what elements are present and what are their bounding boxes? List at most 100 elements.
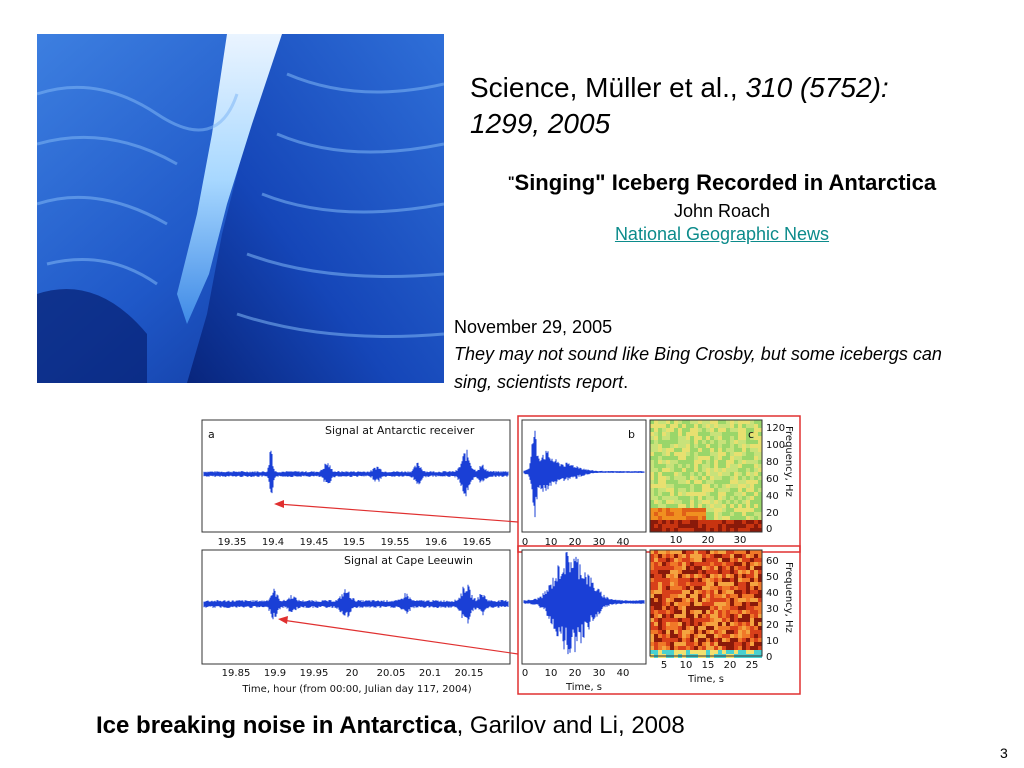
spectrogram-cell (686, 558, 690, 562)
spectrogram-cell (746, 634, 750, 638)
spectrogram-cell (758, 594, 762, 598)
spectrogram-cell (714, 630, 718, 634)
spectrogram-cell (718, 550, 722, 554)
spectrogram-cell (726, 566, 730, 570)
spectrogram-cell (742, 452, 746, 456)
spectrogram-cell (750, 550, 754, 554)
spectrogram-cell (686, 554, 690, 558)
spectrogram-cell (650, 448, 654, 452)
spectrogram-cell (710, 440, 714, 444)
spectrogram-cell (666, 598, 670, 602)
spectrogram-cell (758, 590, 762, 594)
spectrogram-cell (710, 558, 714, 562)
spectrogram-cell (718, 448, 722, 452)
spectrogram-cell (710, 480, 714, 484)
spectrogram-cell (670, 528, 674, 532)
spectrogram-cell (726, 614, 730, 618)
spectrogram-cell (674, 436, 678, 440)
spectrogram-cell (710, 496, 714, 500)
spectrogram-cell (694, 456, 698, 460)
spectrogram-cell (698, 504, 702, 508)
spectrogram-cell (702, 614, 706, 618)
spectrogram-cell (730, 626, 734, 630)
spectrogram-cell (690, 448, 694, 452)
spectrogram-cell (722, 574, 726, 578)
spectrogram-cell (746, 460, 750, 464)
spectrogram-cell (690, 602, 694, 606)
spectrogram-cell (714, 622, 718, 626)
spectrogram-cell (730, 512, 734, 516)
spectrogram-cell (674, 504, 678, 508)
article-source-link[interactable]: National Geographic News (614, 224, 830, 244)
spectrogram-cell (722, 448, 726, 452)
spectrogram-cell (670, 566, 674, 570)
spectrogram-cell (650, 476, 654, 480)
spectrogram-cell (758, 646, 762, 650)
spectrogram-cell (714, 642, 718, 646)
spectrogram-cell (706, 562, 710, 566)
spectrogram-cell (670, 642, 674, 646)
spectrogram-cell (674, 590, 678, 594)
spectrogram-cell (686, 516, 690, 520)
spectrogram-cell (698, 570, 702, 574)
spectrogram-cell (654, 622, 658, 626)
spectrogram-cell (714, 440, 718, 444)
spectrogram-cell (718, 516, 722, 520)
spectrogram-cell (682, 598, 686, 602)
spectrogram-cell (726, 444, 730, 448)
panel-f-spectrogram (650, 550, 762, 658)
spectrogram-cell (658, 634, 662, 638)
spectrogram-cell (658, 424, 662, 428)
spectrogram-cell (650, 602, 654, 606)
spectrogram-cell (758, 578, 762, 582)
spectrogram-cell (726, 602, 730, 606)
spectrogram-cell (718, 554, 722, 558)
spectrogram-cell (710, 516, 714, 520)
spectrogram-cell (686, 464, 690, 468)
spectrogram-cell (662, 448, 666, 452)
spectrogram-cell (730, 610, 734, 614)
spectrogram-cell (738, 586, 742, 590)
e-tick-1: 10 (545, 668, 558, 679)
spectrogram-cell (662, 516, 666, 520)
spectrogram-cell (738, 452, 742, 456)
spectrogram-cell (678, 448, 682, 452)
spectrogram-cell (662, 440, 666, 444)
panel-f-xlabel: Time, s (687, 674, 724, 685)
spectrogram-cell (722, 440, 726, 444)
spectrogram-cell (726, 618, 730, 622)
spectrogram-cell (698, 420, 702, 424)
article-title: "Singing" Iceberg Recorded in Antarctica (452, 166, 992, 198)
spectrogram-cell (710, 436, 714, 440)
spectrogram-cell (750, 558, 754, 562)
spectrogram-cell (698, 488, 702, 492)
spectrogram-cell (758, 614, 762, 618)
spectrogram-cell (658, 476, 662, 480)
spectrogram-cell (654, 452, 658, 456)
spectrogram-cell (718, 618, 722, 622)
spectrogram-cell (714, 420, 718, 424)
spectrogram-cell (738, 650, 742, 654)
spectrogram-cell (714, 528, 718, 532)
spectrogram-cell (694, 444, 698, 448)
spectrogram-cell (706, 424, 710, 428)
spectrogram-cell (718, 614, 722, 618)
spectrogram-cell (686, 512, 690, 516)
spectrogram-cell (658, 582, 662, 586)
spectrogram-cell (710, 504, 714, 508)
spectrogram-cell (718, 484, 722, 488)
spectrogram-cell (734, 508, 738, 512)
spectrogram-cell (678, 520, 682, 524)
spectrogram-cell (730, 452, 734, 456)
spectrogram-cell (650, 424, 654, 428)
spectrogram-cell (690, 440, 694, 444)
spectrogram-cell (678, 516, 682, 520)
d-tick-4: 20.05 (377, 668, 406, 679)
spectrogram-cell (702, 436, 706, 440)
spectrogram-cell (670, 508, 674, 512)
spectrogram-cell (678, 650, 682, 654)
spectrogram-cell (666, 594, 670, 598)
spectrogram-cell (706, 558, 710, 562)
spectrogram-cell (722, 570, 726, 574)
spectrogram-cell (690, 554, 694, 558)
